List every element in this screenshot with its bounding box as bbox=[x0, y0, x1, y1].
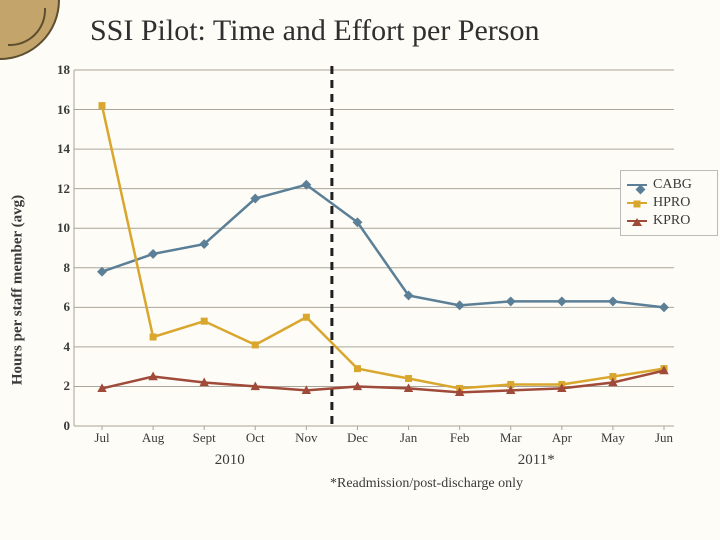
y-tick: 12 bbox=[44, 181, 70, 197]
y-tick: 16 bbox=[44, 102, 70, 118]
square-icon bbox=[634, 201, 641, 208]
chart-container: Hours per staff member (avg) 02468101214… bbox=[30, 70, 700, 510]
diamond-icon bbox=[636, 185, 646, 195]
x-tick: Apr bbox=[552, 430, 572, 446]
y-tick: 18 bbox=[44, 62, 70, 78]
x-tick: Mar bbox=[500, 430, 522, 446]
y-tick: 14 bbox=[44, 141, 70, 157]
x-tick: Aug bbox=[142, 430, 164, 446]
x-tick: Dec bbox=[347, 430, 368, 446]
legend-swatch bbox=[627, 202, 647, 204]
y-tick: 2 bbox=[44, 378, 70, 394]
legend-label: HPRO bbox=[653, 195, 690, 211]
footnote: *Readmission/post-discharge only bbox=[330, 476, 523, 492]
triangle-icon bbox=[632, 218, 642, 226]
x-tick: Jan bbox=[400, 430, 417, 446]
y-axis-label: Hours per staff member (avg) bbox=[10, 195, 27, 385]
plot-area: 024681012141618 bbox=[74, 70, 674, 426]
y-tick: 6 bbox=[44, 299, 70, 315]
x-tick: May bbox=[601, 430, 625, 446]
x-tick: Feb bbox=[450, 430, 470, 446]
x-group-label: 2010 bbox=[215, 452, 245, 469]
y-tick: 0 bbox=[44, 418, 70, 434]
x-tick: Jun bbox=[655, 430, 673, 446]
x-group-label: 2011* bbox=[518, 452, 555, 469]
legend-item: KPRO bbox=[627, 213, 711, 229]
legend-label: CABG bbox=[653, 177, 692, 193]
y-tick: 4 bbox=[44, 339, 70, 355]
legend: CABG HPRO KPRO bbox=[620, 170, 718, 236]
y-tick: 10 bbox=[44, 220, 70, 236]
x-tick: Sept bbox=[193, 430, 216, 446]
legend-item: HPRO bbox=[627, 195, 711, 211]
x-tick: Nov bbox=[295, 430, 317, 446]
corner-ornament bbox=[0, 0, 60, 60]
y-tick: 8 bbox=[44, 260, 70, 276]
legend-swatch bbox=[627, 184, 647, 186]
chart-svg bbox=[74, 70, 674, 426]
legend-item: CABG bbox=[627, 177, 711, 193]
x-tick: Oct bbox=[246, 430, 265, 446]
legend-swatch bbox=[627, 220, 647, 222]
slide-title: SSI Pilot: Time and Effort per Person bbox=[90, 14, 710, 48]
legend-label: KPRO bbox=[653, 213, 690, 229]
slide: SSI Pilot: Time and Effort per Person Ho… bbox=[0, 0, 720, 540]
x-tick: Jul bbox=[94, 430, 109, 446]
